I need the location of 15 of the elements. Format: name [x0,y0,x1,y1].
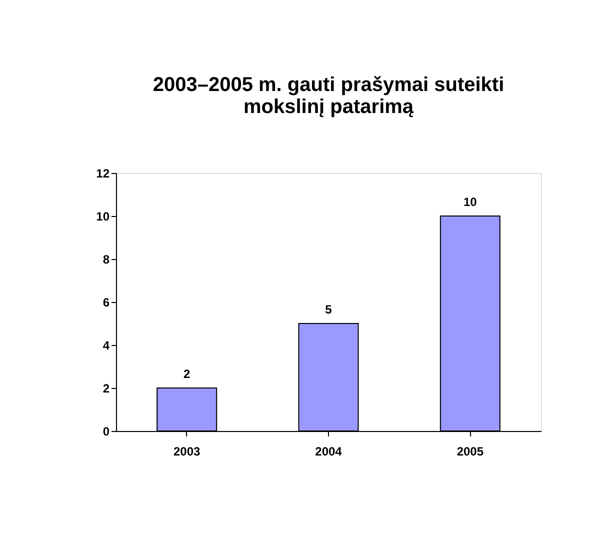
y-tick-label: 10 [96,210,110,224]
data-label: 2 [183,367,190,381]
text: mokslinį patarimą [243,96,414,118]
y-tick-label: 6 [102,296,110,310]
data-label: 10 [463,195,478,209]
y-tick-label: 0 [102,424,110,438]
x-tick-label: 2004 [315,444,342,458]
y-tick-label: 12 [96,166,110,180]
y-tick-label: 4 [102,338,110,352]
text: 2003–2005 m. gauti prašymai suteikti [152,74,504,96]
x-tick-label: 2005 [456,444,484,458]
x-tick-label: 2003 [173,444,201,458]
y-tick-label: 2 [102,382,110,396]
y-tick-label: 8 [102,252,110,266]
data-label: 5 [325,302,332,316]
